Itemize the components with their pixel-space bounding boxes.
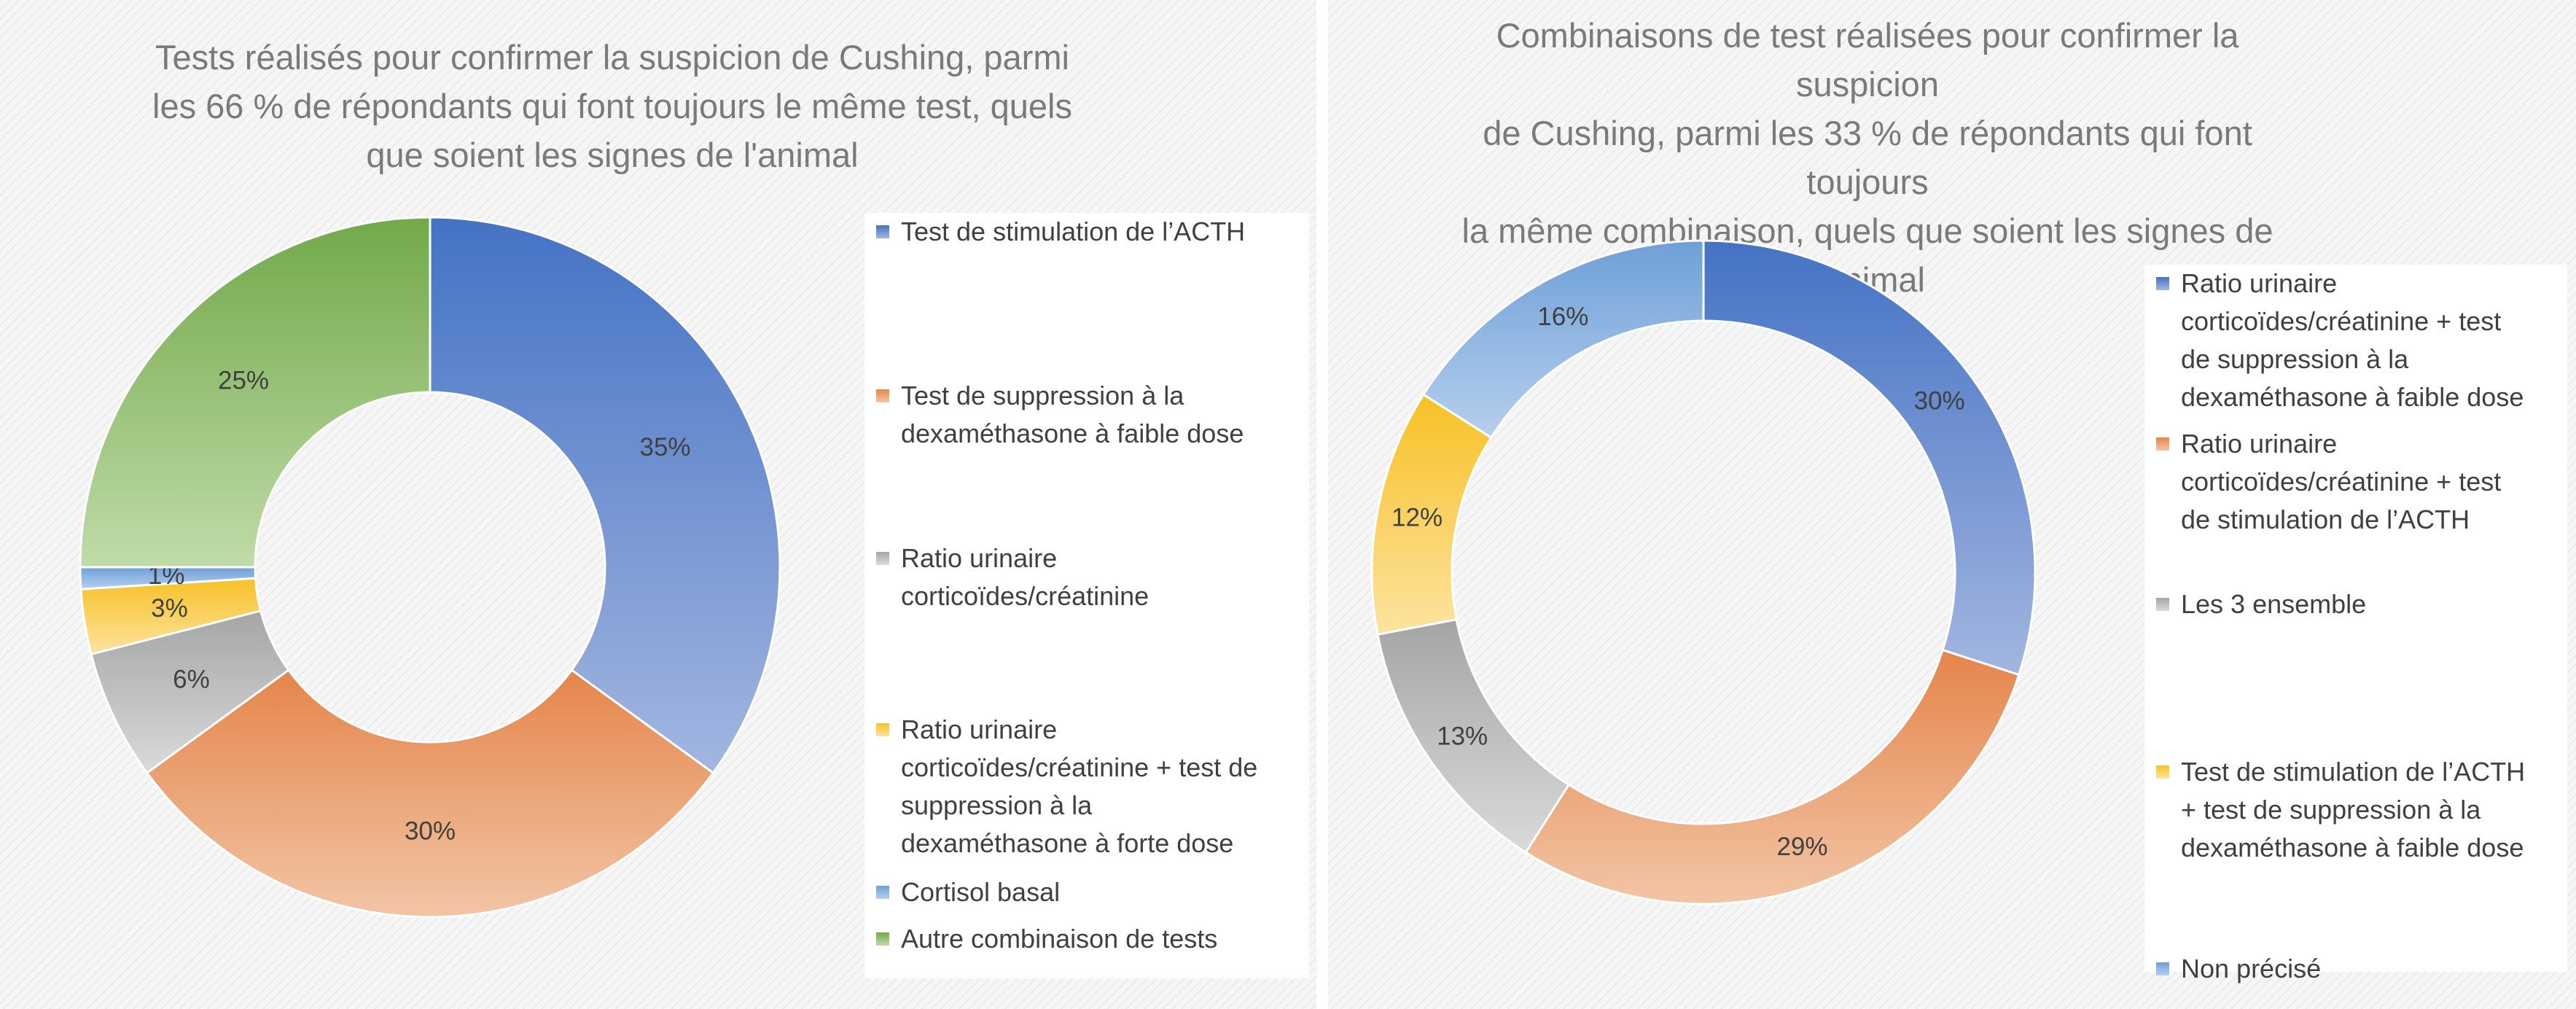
donut-chart: 35%30%6%3%1%25% <box>79 216 781 919</box>
data-label: 30% <box>1914 386 1965 415</box>
legend-label-line: Ratio urinaire <box>901 714 1058 744</box>
legend-label-line: Non précisé <box>2181 954 2322 983</box>
legend-item-ratio-urinaire-corticoides-creatinine-te: Ratio urinaire corticoïdes/créatinine + t… <box>876 711 1299 862</box>
data-label: 29% <box>1776 833 1827 861</box>
legend-label-line: corticoïdes/créatinine + test de <box>901 752 1258 782</box>
legend-label: Ratio urinaire corticoïdes/créatinine + t… <box>901 711 1257 862</box>
legend-label-line: Ratio urinaire <box>901 543 1058 573</box>
legend-swatch <box>876 723 889 736</box>
data-label: 13% <box>1437 722 1488 750</box>
legend-label: Ratio urinaire corticoïdes/créatinine + t… <box>2181 265 2524 416</box>
legend-swatch <box>2156 765 2169 779</box>
donut-slice-non-precise <box>1421 239 1705 440</box>
legend-label: Non précisé <box>2181 950 2321 988</box>
legend-swatch <box>2156 962 2169 975</box>
chart-title-line: la même combinaison, quels que soient le… <box>1461 211 2273 250</box>
legend-swatch <box>876 932 889 946</box>
donut-chart: 30% 29% 13% 12% 16% <box>1370 239 2037 905</box>
chart-title-line: de Cushing, parmi les 33 % de répondants… <box>1483 114 2252 201</box>
donut-slice-autre-combinaison-de-tests <box>79 216 432 569</box>
legend-item-test-de-stimulation-de-l-acth: Test de stimulation de l’ACTH <box>876 213 1299 251</box>
data-label: 16% <box>1537 303 1588 331</box>
legend-label: Test de stimulation de l’ACTH + test de s… <box>2181 753 2525 867</box>
legend-label-line: Les 3 ensemble <box>2181 589 2367 619</box>
legend-label: Test de stimulation de l’ACTH <box>901 213 1245 251</box>
legend-item-ratio-urinaire-corticoides-creatinine: Ratio urinaire corticoïdes/créatinine <box>876 539 1299 615</box>
chart-title: Combinaisons de test réalisées pour conf… <box>1423 11 2312 304</box>
legend-label-line: de suppression à la <box>2181 344 2409 374</box>
legend-label-line: de stimulation de l’ACTH <box>2181 504 2470 534</box>
legend-label-line: dexaméthasone à faible dose <box>901 418 1244 448</box>
chart-title-line: que soient les signes de l'animal <box>366 136 859 174</box>
legend-label-line: Autre combinaison de tests <box>901 924 1218 954</box>
legend-label-line: dexaméthasone à faible dose <box>2181 833 2524 862</box>
legend-label-line: Test de suppression à la <box>901 381 1184 410</box>
legend-label-line: Ratio urinaire <box>2181 429 2338 459</box>
donut-slice-test-de-suppression-a-la-dexamethasone-a <box>145 668 715 919</box>
donut-slice-ratio-urinaire-corticoides-creatinine-te <box>1524 648 2021 905</box>
legend-item-autre-combinaison-de-tests: Autre combinaison de tests <box>876 920 1299 958</box>
legend-label-line: + test de suppression à la <box>2181 795 2481 825</box>
chart-title-line: Tests réalisés pour confirmer la suspici… <box>155 38 1069 77</box>
chart-legend: Ratio urinaire corticoïdes/créatinine + t… <box>2144 265 2567 983</box>
legend-label-line: Test de stimulation de l’ACTH <box>901 217 1246 246</box>
donut-slice-ratio-urinaire-corticoides-creatinine-te <box>1702 239 2037 677</box>
legend-label-line: Ratio urinaire <box>2181 268 2338 298</box>
data-label: 3% <box>151 594 188 623</box>
legend-item-ratio-urinaire-corticoides-creatinine-te: Ratio urinaire corticoïdes/créatinine + t… <box>2156 265 2557 416</box>
legend-label: Test de suppression à la dexaméthasone à … <box>901 377 1244 453</box>
legend-swatch <box>876 886 889 899</box>
chart-panel-left: Tests réalisés pour confirmer la suspici… <box>0 0 1316 1009</box>
legend-label: Ratio urinaire corticoïdes/créatinine <box>901 539 1149 615</box>
legend-label-line: suppression à la <box>901 790 1093 820</box>
legend-swatch <box>2156 598 2169 611</box>
chart-panel-right: Combinaisons de test réalisées pour conf… <box>1328 0 2576 1009</box>
legend-label: Les 3 ensemble <box>2181 585 2366 623</box>
data-label: 30% <box>405 817 456 846</box>
legend-item-cortisol-basal: Cortisol basal <box>876 873 1299 911</box>
legend-item-test-de-suppression-a-la-dexamethasone-a: Test de suppression à la dexaméthasone à … <box>876 377 1299 453</box>
legend-label: Autre combinaison de tests <box>901 920 1217 958</box>
legend-swatch <box>876 225 889 238</box>
legend-label: Ratio urinaire corticoïdes/créatinine + t… <box>2181 425 2501 539</box>
chart-title-line: Combinaisons de test réalisées pour conf… <box>1496 16 2239 104</box>
data-label: 25% <box>218 367 269 395</box>
chart-title-line: les 66 % de répondants qui font toujours… <box>152 87 1072 125</box>
legend-label-line: dexaméthasone à forte dose <box>901 828 1234 858</box>
data-label: 35% <box>640 433 691 461</box>
legend-item-les-3-ensemble: Les 3 ensemble <box>2156 585 2557 623</box>
donut-slice-test-de-stimulation-de-l-acth <box>429 216 781 775</box>
legend-label-line: dexaméthasone à faible dose <box>2181 382 2524 412</box>
legend-swatch <box>876 552 889 565</box>
legend-label-line: corticoïdes/créatinine + test <box>2181 467 2502 496</box>
legend-label-line: corticoïdes/créatinine + test <box>2181 306 2502 336</box>
legend-label-line: corticoïdes/créatinine <box>901 581 1150 611</box>
legend-label-line: Test de stimulation de l’ACTH <box>2181 757 2526 787</box>
legend-swatch <box>876 389 889 402</box>
data-label: 12% <box>1392 504 1443 532</box>
legend-item-non-precise: Non précisé <box>2156 950 2557 988</box>
legend-swatch <box>2156 437 2169 451</box>
legend-label-line: Cortisol basal <box>901 877 1061 907</box>
chart-legend: Test de stimulation de l’ACTH Test de sup… <box>864 213 1309 978</box>
chart-title: Tests réalisés pour confirmer la suspici… <box>95 33 1130 179</box>
data-label: 6% <box>173 666 210 694</box>
legend-swatch <box>2156 277 2169 290</box>
legend-item-ratio-urinaire-corticoides-creatinine-te: Ratio urinaire corticoïdes/créatinine + t… <box>2156 425 2557 539</box>
legend-item-test-de-stimulation-de-l-acth-test-de-su: Test de stimulation de l’ACTH + test de s… <box>2156 753 2557 867</box>
legend-label: Cortisol basal <box>901 873 1060 911</box>
